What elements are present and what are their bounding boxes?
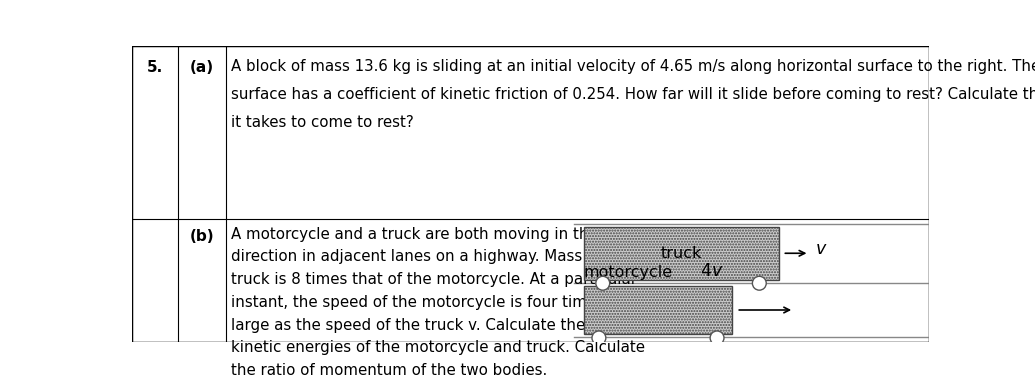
Text: surface has a coefficient of kinetic friction of 0.254. How far will it slide be: surface has a coefficient of kinetic fri… [232, 87, 1035, 102]
Ellipse shape [592, 331, 605, 345]
Bar [584, 227, 778, 280]
Text: A motorcycle and a truck are both moving in the same: A motorcycle and a truck are both moving… [232, 227, 644, 242]
Text: direction in adjacent lanes on a highway. Mass of the: direction in adjacent lanes on a highway… [232, 250, 631, 265]
Text: the ratio of momentum of the two bodies.: the ratio of momentum of the two bodies. [232, 363, 548, 378]
Text: 5.: 5. [147, 60, 164, 75]
Text: kinetic energies of the motorcycle and truck. Calculate: kinetic energies of the motorcycle and t… [232, 340, 646, 355]
Text: $v$: $v$ [815, 240, 827, 258]
Text: it takes to come to rest?: it takes to come to rest? [232, 115, 414, 131]
Text: motorcycle: motorcycle [584, 265, 673, 280]
Text: large as the speed of the truck v. Calculate the ratio of: large as the speed of the truck v. Calcu… [232, 318, 645, 333]
Text: instant, the speed of the motorcycle is four times as: instant, the speed of the motorcycle is … [232, 295, 626, 310]
Ellipse shape [596, 276, 610, 290]
Text: (b): (b) [189, 229, 214, 244]
Ellipse shape [710, 331, 724, 345]
Text: truck is 8 times that of the motorcycle. At a particular: truck is 8 times that of the motorcycle.… [232, 272, 638, 287]
Text: A block of mass 13.6 kg is sliding at an initial velocity of 4.65 m/s along hori: A block of mass 13.6 kg is sliding at an… [232, 59, 1035, 74]
Bar [584, 286, 733, 334]
Text: (a): (a) [190, 60, 214, 75]
Text: $4v$: $4v$ [700, 262, 723, 280]
Ellipse shape [752, 276, 766, 290]
Text: truck: truck [660, 246, 702, 261]
